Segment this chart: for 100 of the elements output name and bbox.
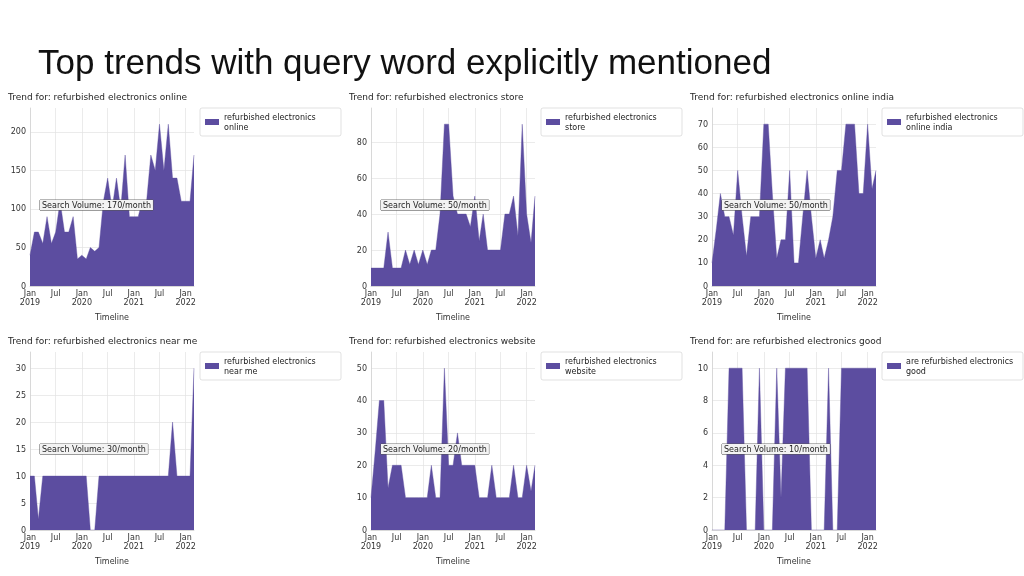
y-tick-label: 30 — [15, 363, 26, 373]
chart-title: Trend for: refurbished electronics website — [348, 335, 537, 346]
x-tick-label: Jan 2021 — [464, 289, 485, 307]
x-tick-label: Jan 2022 — [175, 533, 196, 551]
annotation: Search Volume: 10/month — [724, 444, 828, 454]
x-tick-label: Jan 2022 — [175, 289, 196, 307]
x-tick-label: Jul — [153, 533, 165, 542]
x-tick-label: Jan 2020 — [753, 289, 775, 307]
y-tick-label: 10 — [697, 258, 708, 268]
y-tick-label: 20 — [697, 235, 708, 245]
x-tick-label: Jul — [153, 289, 165, 298]
y-tick-label: 80 — [356, 137, 367, 147]
y-tick-label: 10 — [697, 363, 708, 373]
y-tick-label: 2 — [702, 493, 708, 503]
y-tick-label: 50 — [15, 242, 26, 252]
y-tick-label: 20 — [356, 460, 367, 470]
x-tick-label: Jan 2021 — [123, 289, 144, 307]
x-tick-label: Jul — [494, 289, 506, 298]
annotation: Search Volume: 30/month — [42, 444, 146, 454]
y-tick-label: 60 — [697, 142, 708, 152]
y-tick-label: 150 — [10, 165, 26, 175]
y-tick-label: 15 — [15, 444, 26, 454]
chart-title: Trend for: refurbished electronics online india — [689, 91, 894, 102]
y-tick-label: 0 — [361, 525, 367, 535]
x-tick-label: Jan 2019 — [19, 533, 41, 551]
y-tick-label: 0 — [702, 525, 708, 535]
y-tick-label: 0 — [361, 281, 367, 291]
y-tick-label: 30 — [697, 212, 708, 222]
y-tick-label: 25 — [15, 390, 26, 400]
y-tick-label: 70 — [697, 119, 708, 129]
x-tick-label: Jan 2019 — [701, 533, 723, 551]
x-tick-label: Jul — [835, 289, 847, 298]
y-tick-label: 50 — [356, 363, 367, 373]
x-axis-title: Timeline — [93, 556, 130, 566]
y-tick-label: 100 — [10, 204, 26, 214]
legend-label: are refurbished electronics good — [906, 356, 1016, 376]
chart-title: Trend for: are refurbished electronics good — [689, 335, 882, 346]
annotation: Search Volume: 170/month — [42, 200, 151, 210]
annotation: Search Volume: 50/month — [724, 200, 828, 210]
y-tick-label: 50 — [697, 165, 708, 175]
y-tick-label: 5 — [20, 498, 26, 508]
x-tick-label: Jan 2020 — [412, 289, 434, 307]
y-tick-label: 8 — [702, 396, 708, 406]
x-tick-label: Jul — [49, 289, 61, 298]
legend-label: refurbished electronics online india — [906, 112, 1001, 132]
x-axis-title: Timeline — [775, 556, 812, 566]
text: Top trends with query word explicitly mentioned — [38, 42, 772, 82]
legend-label: refurbished electronics website — [565, 356, 660, 376]
x-tick-label: Jan 2022 — [857, 533, 878, 551]
x-tick-label: Jan 2021 — [805, 533, 826, 551]
x-tick-label: Jan 2020 — [71, 533, 93, 551]
legend-label: refurbished electronics online — [224, 112, 319, 132]
x-tick-label: Jan 2019 — [360, 289, 382, 307]
x-tick-label: Jul — [390, 289, 402, 298]
x-tick-label: Jan 2022 — [857, 289, 878, 307]
x-axis-title: Timeline — [434, 312, 471, 322]
y-tick-label: 30 — [356, 428, 367, 438]
chart-title: Trend for: refurbished electronics store — [348, 91, 524, 102]
chart-title: Trend for: refurbished electronics online — [7, 91, 188, 102]
x-tick-label: Jan 2021 — [805, 289, 826, 307]
x-tick-label: Jul — [101, 533, 113, 542]
y-tick-label: 40 — [356, 209, 367, 219]
x-axis-title: Timeline — [93, 312, 130, 322]
x-axis-title: Timeline — [775, 312, 812, 322]
x-tick-label: Jul — [49, 533, 61, 542]
annotation: Search Volume: 20/month — [383, 444, 487, 454]
x-tick-label: Jul — [731, 533, 743, 542]
y-tick-label: 6 — [702, 428, 708, 438]
x-tick-label: Jul — [731, 289, 743, 298]
x-tick-label: Jul — [390, 533, 402, 542]
x-tick-label: Jan 2020 — [753, 533, 775, 551]
x-tick-label: Jul — [494, 533, 506, 542]
x-tick-label: Jul — [442, 289, 454, 298]
y-tick-label: 0 — [20, 281, 26, 291]
x-tick-label: Jan 2020 — [71, 289, 93, 307]
x-tick-label: Jan 2022 — [516, 533, 537, 551]
y-tick-label: 0 — [702, 281, 708, 291]
x-tick-label: Jul — [101, 289, 113, 298]
x-tick-label: Jul — [442, 533, 454, 542]
y-tick-label: 60 — [356, 173, 367, 183]
y-tick-label: 40 — [697, 189, 708, 199]
x-tick-label: Jul — [835, 533, 847, 542]
y-tick-label: 4 — [702, 460, 708, 470]
x-tick-label: Jan 2022 — [516, 289, 537, 307]
legend-label: refurbished electronics near me — [224, 356, 319, 376]
y-tick-label: 10 — [15, 471, 26, 481]
y-tick-label: 40 — [356, 396, 367, 406]
x-tick-label: Jan 2021 — [123, 533, 144, 551]
x-axis-title: Timeline — [434, 556, 471, 566]
x-tick-label: Jan 2020 — [412, 533, 434, 551]
y-tick-label: 20 — [356, 245, 367, 255]
x-tick-label: Jan 2019 — [360, 533, 382, 551]
y-tick-label: 0 — [20, 525, 26, 535]
x-tick-label: Jan 2021 — [464, 533, 485, 551]
x-tick-label: Jan 2019 — [701, 289, 723, 307]
x-tick-label: Jul — [783, 533, 795, 542]
annotation: Search Volume: 50/month — [383, 200, 487, 210]
legend-label: refurbished electronics store — [565, 112, 660, 132]
y-tick-label: 10 — [356, 493, 367, 503]
chart-title: Trend for: refurbished electronics near me — [7, 335, 198, 346]
